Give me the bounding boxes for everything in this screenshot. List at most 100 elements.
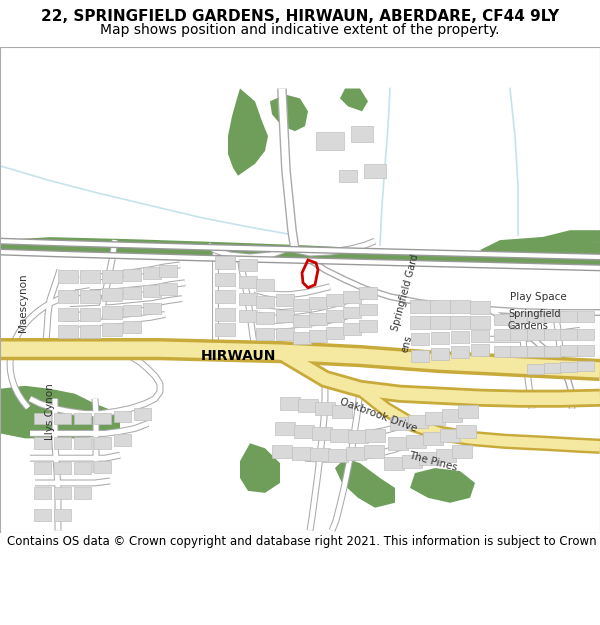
Bar [431,332,449,344]
Bar [53,412,71,424]
Bar [419,452,439,464]
Polygon shape [270,94,308,131]
Bar [527,346,544,357]
Bar [53,438,71,449]
Bar [544,329,560,340]
Bar [471,344,489,356]
Polygon shape [228,89,268,176]
Bar [74,487,91,499]
Bar [388,437,408,450]
Bar [411,333,429,345]
Bar [123,304,141,316]
Bar [280,398,300,410]
Bar [493,346,511,357]
Bar [293,299,311,311]
Bar [309,314,327,326]
Bar [456,425,476,438]
Bar [113,411,131,422]
Bar [527,364,544,374]
Bar [102,306,122,319]
Bar [34,487,50,499]
Bar [294,425,314,438]
Bar [256,312,274,324]
Bar [326,294,344,306]
Bar [560,329,577,340]
Bar [544,311,560,322]
Bar [544,362,560,373]
Bar [402,455,422,468]
Bar [256,279,274,291]
Bar [509,346,527,357]
Bar [328,449,348,462]
Bar [34,438,50,449]
Bar [544,346,560,357]
Text: ens: ens [400,334,414,354]
Bar [239,276,257,288]
Bar [577,345,593,356]
Bar [94,412,110,424]
Bar [94,461,110,473]
Text: HIRWAUN: HIRWAUN [200,349,275,363]
Bar [315,402,335,415]
Bar [364,445,384,458]
Bar [577,311,593,322]
Bar [215,273,235,286]
Bar [577,361,593,371]
Bar [527,311,544,322]
Text: Springfield: Springfield [508,309,560,319]
Polygon shape [530,230,600,243]
Text: Contains OS data © Crown copyright and database right 2021. This information is : Contains OS data © Crown copyright and d… [7,535,600,548]
Bar [102,288,122,301]
Bar [143,285,161,297]
Bar [346,447,366,459]
Bar [451,346,469,358]
Bar [470,301,490,314]
Bar [143,302,161,314]
Bar [275,422,295,435]
Bar [123,287,141,299]
Bar [332,405,352,418]
Bar [425,412,445,425]
Bar [34,462,50,474]
Bar [215,323,235,336]
Bar [312,427,332,440]
Bar [293,316,311,328]
Bar [339,170,357,182]
Bar [450,300,470,313]
Bar [348,430,368,442]
Bar [80,271,100,283]
Bar [113,434,131,446]
Text: Map shows position and indicative extent of the property.: Map shows position and indicative extent… [100,22,500,36]
Bar [326,311,344,322]
Bar [440,429,460,442]
Bar [34,509,50,521]
Bar [309,297,327,309]
Bar [80,290,100,303]
Bar [343,306,361,318]
Bar [159,282,177,294]
Bar [53,462,71,474]
Bar [123,321,141,333]
Bar [58,325,78,338]
Bar [309,331,327,342]
Bar [577,329,593,340]
Bar [94,438,110,449]
Bar [430,316,450,329]
Bar [272,445,292,458]
Bar [239,259,257,271]
Bar [410,316,430,329]
Bar [470,316,490,329]
Bar [215,308,235,321]
Bar [74,438,91,449]
Text: Maescynon: Maescynon [18,273,28,332]
Bar [384,457,404,469]
Bar [451,331,469,343]
Bar [58,308,78,321]
Bar [560,361,577,372]
Polygon shape [480,237,600,255]
Bar [159,265,177,277]
Bar [53,487,71,499]
Bar [406,435,426,447]
Text: Gardens: Gardens [508,321,549,331]
Bar [423,432,443,445]
